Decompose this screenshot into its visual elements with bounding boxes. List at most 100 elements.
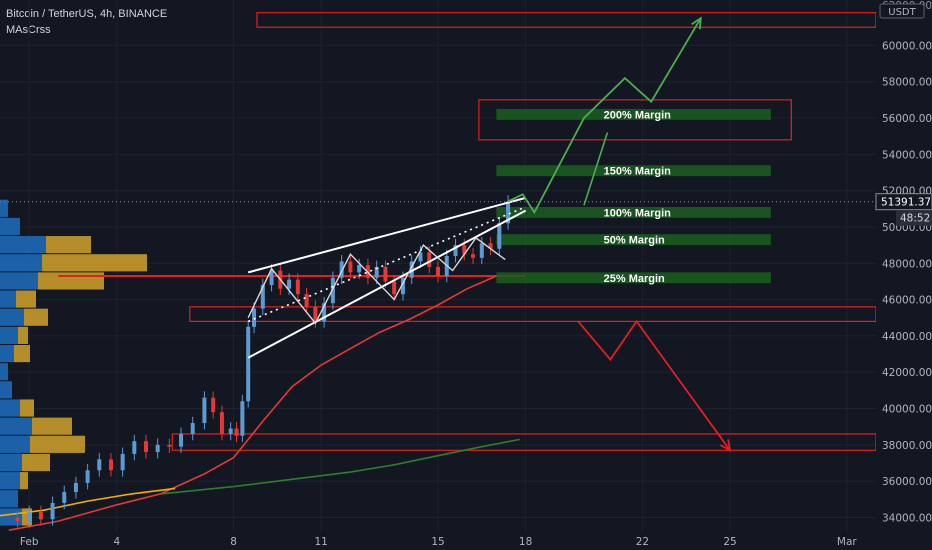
candle-body bbox=[400, 277, 405, 295]
red-zone-box bbox=[256, 12, 877, 28]
forecast-up-path-arrowhead bbox=[691, 16, 702, 30]
y-tick-label: 48000.00 bbox=[882, 258, 932, 270]
candle-body bbox=[287, 279, 292, 289]
x-tick-label: Mar bbox=[837, 536, 857, 548]
candle-body bbox=[471, 254, 476, 258]
y-tick-label: 46000.00 bbox=[882, 295, 932, 307]
red-zone-box bbox=[189, 306, 877, 322]
candle-body bbox=[304, 294, 309, 307]
volume-profile-bar bbox=[0, 363, 8, 381]
candle-body bbox=[85, 470, 90, 483]
target-margin-bar bbox=[496, 165, 771, 177]
target-margin-bar bbox=[496, 272, 771, 284]
target-margin-label: 25% Margin bbox=[604, 273, 665, 285]
candle-body bbox=[50, 502, 55, 520]
candle-body bbox=[62, 492, 67, 503]
volume-profile-bar bbox=[0, 344, 14, 363]
volume-profile-bar bbox=[20, 472, 28, 490]
zigzag-line bbox=[247, 236, 506, 325]
x-tick-label: 11 bbox=[315, 536, 328, 548]
target-margin-bar bbox=[496, 108, 771, 120]
y-tick-label: 42000.00 bbox=[882, 367, 932, 379]
volume-profile-bar bbox=[0, 490, 18, 508]
target-margin-bar bbox=[496, 234, 771, 246]
candle-body bbox=[497, 223, 502, 249]
y-tick-label: 60000.00 bbox=[882, 40, 932, 52]
x-tick-label: 25 bbox=[723, 536, 736, 548]
candle-body bbox=[27, 512, 32, 522]
y-tick-label: 40000.00 bbox=[882, 404, 932, 416]
x-tick-label: 18 bbox=[519, 536, 532, 548]
volume-profile-bar bbox=[0, 417, 32, 435]
target-margin-label: 100% Margin bbox=[604, 207, 672, 219]
indicator-label[interactable]: MAsCrss bbox=[6, 24, 51, 36]
candle-body bbox=[506, 201, 511, 224]
candle-body bbox=[120, 453, 125, 471]
chart-symbol-title[interactable]: Bitcoin / TetherUS, 4h, BINANCE bbox=[6, 8, 168, 20]
volume-profile-bar bbox=[22, 508, 32, 526]
volume-profile-bar bbox=[16, 290, 36, 308]
candle-body bbox=[357, 265, 362, 273]
x-tick-label: 22 bbox=[636, 536, 649, 548]
volume-profile-bar bbox=[0, 236, 46, 254]
volume-profile-bar bbox=[24, 308, 48, 326]
candle-body bbox=[374, 266, 379, 278]
candle-body bbox=[228, 428, 233, 434]
volume-profile-bar bbox=[38, 272, 104, 290]
volume-profile-bar bbox=[30, 435, 85, 453]
candle-body bbox=[392, 281, 397, 295]
candle-body bbox=[330, 277, 335, 304]
candle-body bbox=[418, 252, 423, 262]
volume-profile-bar bbox=[0, 308, 24, 326]
candle-body bbox=[252, 308, 257, 327]
candle-body bbox=[108, 459, 113, 471]
candle-body bbox=[269, 270, 274, 286]
candle-body bbox=[409, 261, 414, 278]
last-price-label: 51391.37 bbox=[881, 197, 931, 209]
wedge-lower-line bbox=[247, 209, 527, 359]
volume-profile-bar bbox=[22, 453, 50, 472]
red-zone-box bbox=[171, 433, 877, 451]
moving-average-line bbox=[0, 487, 176, 517]
candle-body bbox=[179, 433, 184, 447]
candle-body bbox=[436, 266, 440, 276]
y-tick-label: 38000.00 bbox=[882, 440, 932, 452]
candle-body bbox=[167, 444, 172, 447]
x-tick-label: Feb bbox=[20, 536, 39, 548]
volume-profile-bar bbox=[0, 508, 22, 526]
wedge-mid-line bbox=[247, 206, 526, 323]
volume-profile-bar bbox=[0, 254, 42, 272]
candle-body bbox=[260, 285, 265, 309]
target-margin-label: 200% Margin bbox=[604, 109, 672, 121]
candle-body bbox=[132, 441, 137, 454]
candle-body bbox=[348, 261, 353, 273]
volume-profile-bar bbox=[0, 435, 30, 453]
forecast-up-path bbox=[507, 17, 702, 215]
candle-body bbox=[322, 303, 327, 322]
last-price-badge bbox=[875, 193, 932, 211]
volume-profile-bar bbox=[20, 399, 34, 417]
candle-body bbox=[38, 512, 43, 520]
x-tick-label: 15 bbox=[431, 536, 444, 548]
y-tick-label: 54000.00 bbox=[882, 149, 932, 161]
candle-body bbox=[97, 459, 102, 471]
candle-body bbox=[383, 266, 388, 282]
forecast-segment bbox=[583, 132, 609, 206]
forecast-down-path-arrowhead bbox=[719, 439, 732, 452]
candle-body bbox=[295, 279, 300, 295]
candle-body bbox=[155, 444, 160, 453]
candle-body bbox=[339, 261, 344, 278]
candle-body bbox=[202, 397, 207, 424]
currency-label: USDT bbox=[888, 7, 916, 18]
volume-profile-bar bbox=[0, 381, 12, 399]
candle-body bbox=[144, 441, 148, 453]
red-zone-box bbox=[478, 99, 792, 141]
volume-profile-bar bbox=[0, 272, 38, 290]
volume-profile-bar bbox=[18, 326, 28, 344]
forecast-down-path bbox=[577, 319, 731, 451]
volume-profile-bar bbox=[0, 453, 22, 472]
volume-profile-bar bbox=[32, 417, 72, 435]
y-tick-label: 58000.00 bbox=[882, 77, 932, 89]
volume-profile-bar bbox=[0, 217, 20, 236]
